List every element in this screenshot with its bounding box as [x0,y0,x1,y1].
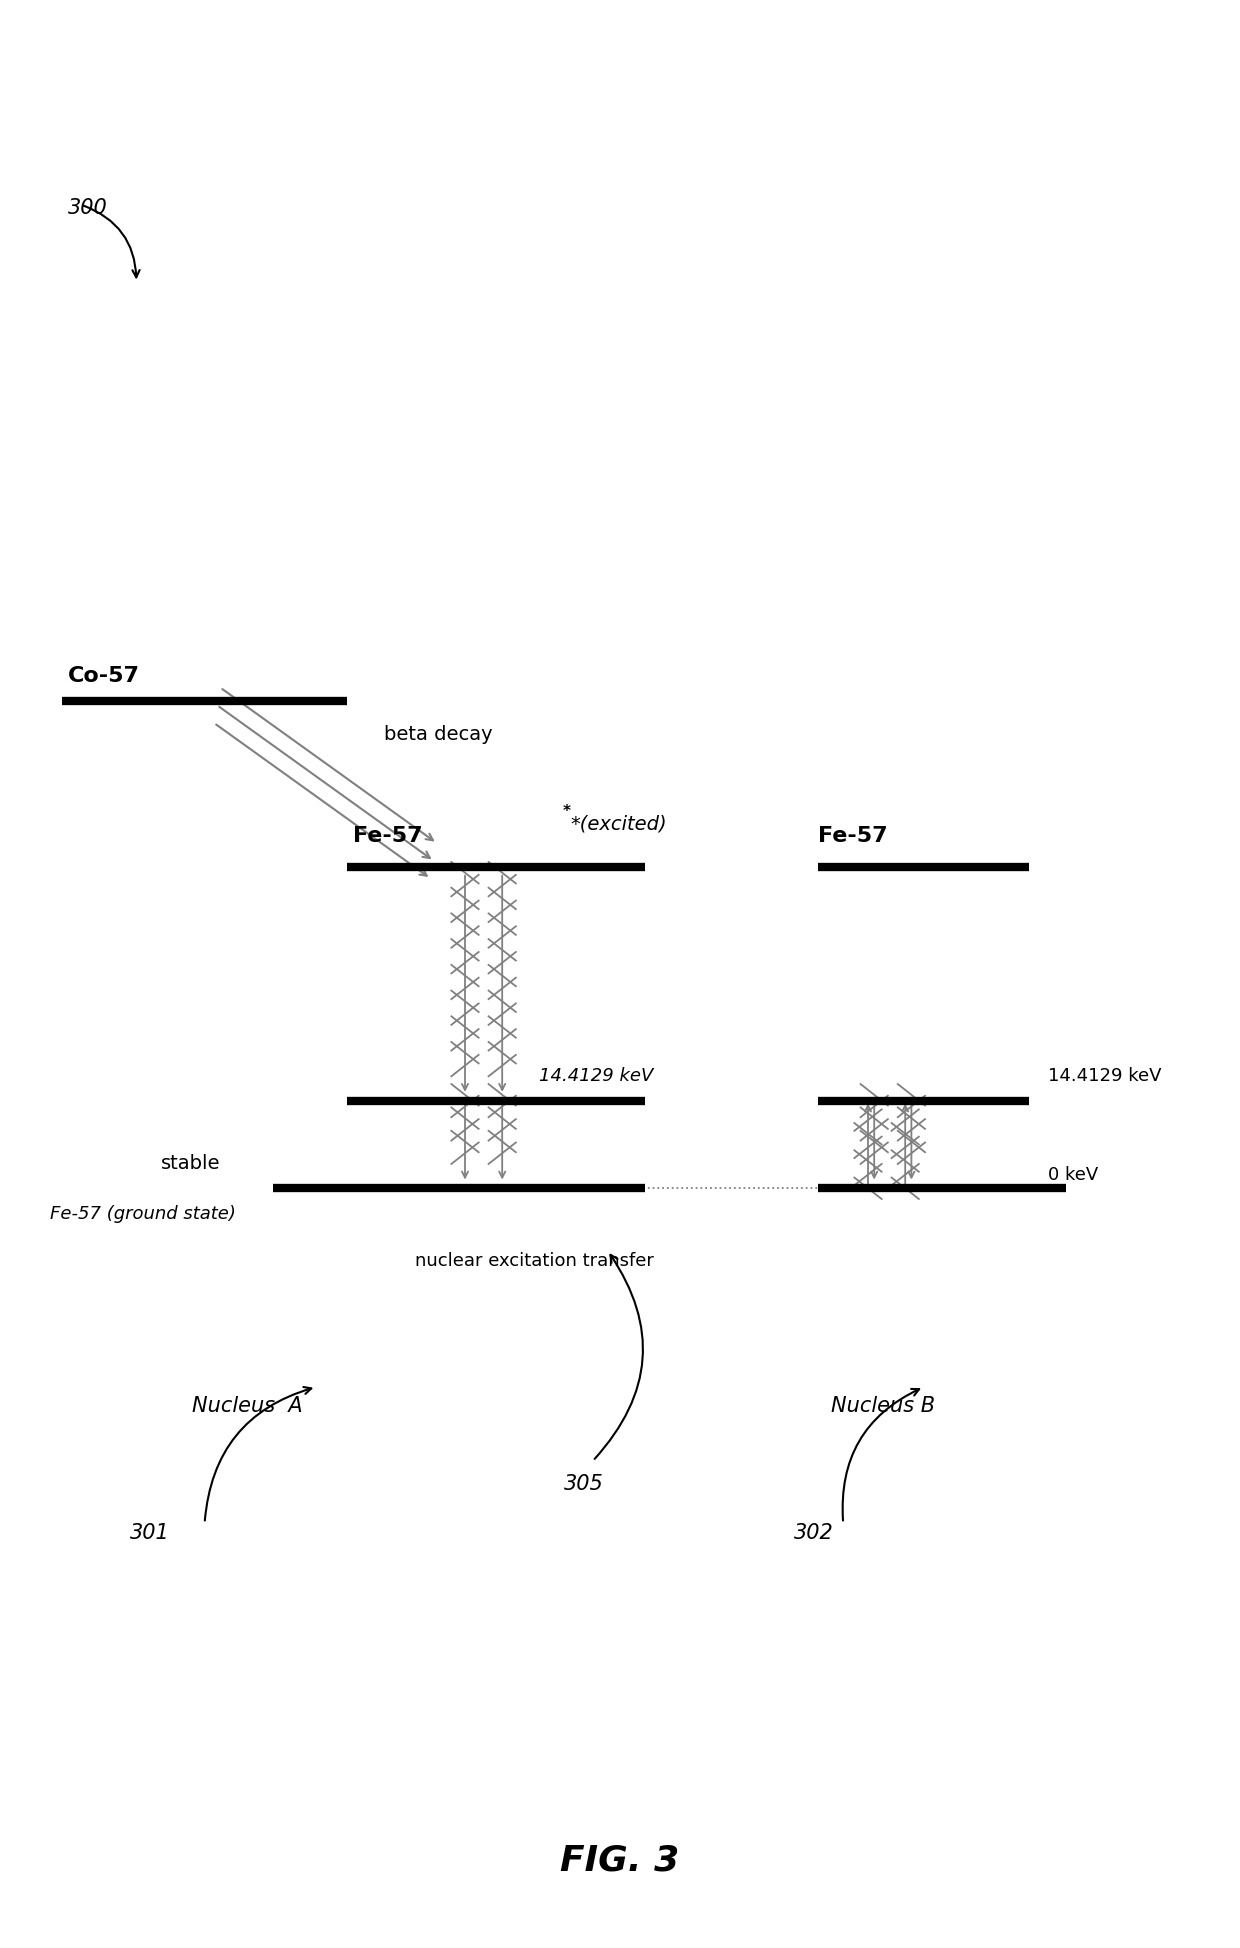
Text: Nucleus  A: Nucleus A [192,1397,303,1416]
Text: 301: 301 [130,1523,170,1543]
Text: *(excited): *(excited) [570,814,667,834]
Text: 14.4129 keV: 14.4129 keV [1048,1068,1162,1085]
Text: 14.4129 keV: 14.4129 keV [539,1068,653,1085]
Text: nuclear excitation transfer: nuclear excitation transfer [415,1253,655,1270]
Text: stable: stable [161,1153,221,1173]
Text: 0 keV: 0 keV [1048,1167,1099,1184]
Text: Fe-57: Fe-57 [818,826,888,845]
Text: Co-57: Co-57 [68,666,140,686]
Text: 302: 302 [794,1523,833,1543]
Text: 300: 300 [68,199,108,218]
Text: Fe-57 (ground state): Fe-57 (ground state) [50,1206,236,1223]
Text: 305: 305 [564,1475,604,1494]
Text: beta decay: beta decay [384,725,494,744]
Text: Nucleus B: Nucleus B [831,1397,935,1416]
Text: Fe-57: Fe-57 [353,826,423,845]
Text: FIG. 3: FIG. 3 [560,1843,680,1878]
Text: *: * [563,805,570,820]
